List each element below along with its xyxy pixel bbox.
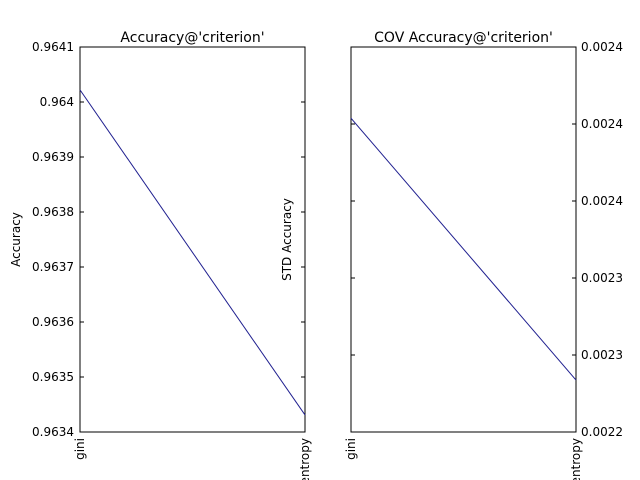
y-tick-label: 0.9637 <box>32 260 74 274</box>
y-tick-label: 0.0022 <box>581 425 623 439</box>
line <box>350 117 577 381</box>
y-tick-label: 0.9636 <box>32 315 74 329</box>
chart-title: COV Accuracy@'criterion' <box>374 30 553 46</box>
y-tick-label: 0.9634 <box>32 425 74 439</box>
x-tick-label: entropy <box>298 438 312 480</box>
y-tick-label: 0.9635 <box>32 370 74 384</box>
axes-frame <box>350 46 577 433</box>
y-tick-label: 0.0023 <box>581 271 623 285</box>
axes-frame <box>79 46 306 433</box>
y-tick-label: 0.0024 <box>581 194 623 208</box>
y-tick-label: 0.0024 <box>581 117 623 131</box>
x-tick-label: gini <box>344 438 358 460</box>
y-tick-label: 0.964 <box>40 95 74 109</box>
y-tick-label: 0.0023 <box>581 348 623 362</box>
x-tick-label: entropy <box>569 438 583 480</box>
x-tick-label: gini <box>73 438 87 460</box>
y-tick-label: 0.9639 <box>32 150 74 164</box>
y-axis-label: STD Accuracy <box>280 198 294 281</box>
y-axis-label: Accuracy <box>9 212 23 267</box>
line <box>79 89 306 416</box>
y-tick-label: 0.9641 <box>32 40 74 54</box>
y-tick-label: 0.9638 <box>32 205 74 219</box>
chart-title: Accuracy@'criterion' <box>120 30 264 46</box>
y-tick-label: 0.0024 <box>581 40 623 54</box>
